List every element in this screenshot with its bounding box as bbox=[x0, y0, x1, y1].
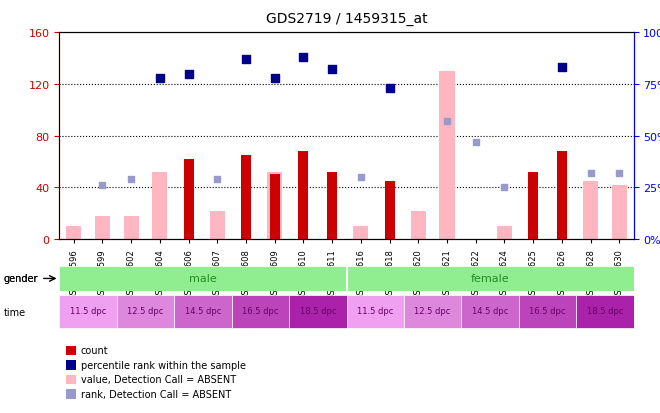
Text: female: female bbox=[471, 274, 510, 284]
FancyBboxPatch shape bbox=[346, 295, 404, 329]
Text: count: count bbox=[81, 346, 108, 356]
FancyBboxPatch shape bbox=[117, 295, 174, 329]
Text: 18.5 dpc: 18.5 dpc bbox=[300, 306, 336, 316]
FancyBboxPatch shape bbox=[174, 295, 232, 329]
Point bbox=[327, 67, 337, 74]
Text: gender: gender bbox=[3, 274, 38, 284]
Point bbox=[556, 65, 567, 71]
Bar bbox=[411, 211, 426, 240]
Point bbox=[442, 119, 452, 125]
FancyBboxPatch shape bbox=[461, 295, 519, 329]
Bar bbox=[353, 227, 368, 240]
Bar bbox=[95, 216, 110, 240]
Point bbox=[269, 75, 280, 82]
FancyBboxPatch shape bbox=[59, 266, 346, 291]
Bar bbox=[152, 173, 168, 240]
Text: 12.5 dpc: 12.5 dpc bbox=[127, 306, 164, 316]
Bar bbox=[267, 173, 282, 240]
FancyBboxPatch shape bbox=[232, 295, 289, 329]
Point bbox=[241, 57, 251, 63]
Text: 16.5 dpc: 16.5 dpc bbox=[242, 306, 279, 316]
Bar bbox=[298, 152, 308, 240]
Point bbox=[471, 139, 481, 146]
Text: 11.5 dpc: 11.5 dpc bbox=[70, 306, 106, 316]
Bar bbox=[270, 175, 280, 240]
Point bbox=[97, 183, 108, 189]
Bar bbox=[528, 173, 538, 240]
Text: 18.5 dpc: 18.5 dpc bbox=[587, 306, 623, 316]
Text: 11.5 dpc: 11.5 dpc bbox=[357, 306, 393, 316]
Text: gender: gender bbox=[3, 274, 38, 284]
Bar bbox=[327, 173, 337, 240]
Text: value, Detection Call = ABSENT: value, Detection Call = ABSENT bbox=[81, 375, 236, 385]
FancyBboxPatch shape bbox=[404, 295, 461, 329]
Text: 16.5 dpc: 16.5 dpc bbox=[529, 306, 566, 316]
Bar bbox=[241, 156, 251, 240]
Bar bbox=[210, 211, 225, 240]
Bar bbox=[497, 227, 512, 240]
Point bbox=[183, 71, 194, 78]
FancyBboxPatch shape bbox=[289, 295, 346, 329]
Text: time: time bbox=[3, 307, 26, 317]
FancyBboxPatch shape bbox=[576, 295, 634, 329]
Point bbox=[356, 174, 366, 181]
Point bbox=[384, 85, 395, 92]
FancyBboxPatch shape bbox=[59, 295, 117, 329]
Point bbox=[585, 170, 596, 177]
Bar bbox=[66, 227, 81, 240]
Point bbox=[614, 170, 624, 177]
Bar bbox=[557, 152, 567, 240]
Text: male: male bbox=[189, 274, 217, 284]
Text: 14.5 dpc: 14.5 dpc bbox=[472, 306, 508, 316]
Bar bbox=[440, 72, 455, 240]
Text: percentile rank within the sample: percentile rank within the sample bbox=[81, 360, 246, 370]
Text: rank, Detection Call = ABSENT: rank, Detection Call = ABSENT bbox=[81, 389, 231, 399]
Text: 14.5 dpc: 14.5 dpc bbox=[185, 306, 221, 316]
Point bbox=[499, 185, 510, 191]
Point bbox=[298, 55, 309, 61]
Text: GDS2719 / 1459315_at: GDS2719 / 1459315_at bbox=[266, 12, 427, 26]
Bar bbox=[385, 181, 395, 240]
Text: 12.5 dpc: 12.5 dpc bbox=[414, 306, 451, 316]
FancyBboxPatch shape bbox=[519, 295, 576, 329]
FancyBboxPatch shape bbox=[346, 266, 634, 291]
Bar bbox=[612, 185, 627, 240]
Bar bbox=[183, 159, 193, 240]
Point bbox=[126, 176, 137, 183]
Point bbox=[212, 176, 222, 183]
Bar bbox=[123, 216, 139, 240]
Bar bbox=[583, 181, 598, 240]
Point bbox=[154, 75, 165, 82]
